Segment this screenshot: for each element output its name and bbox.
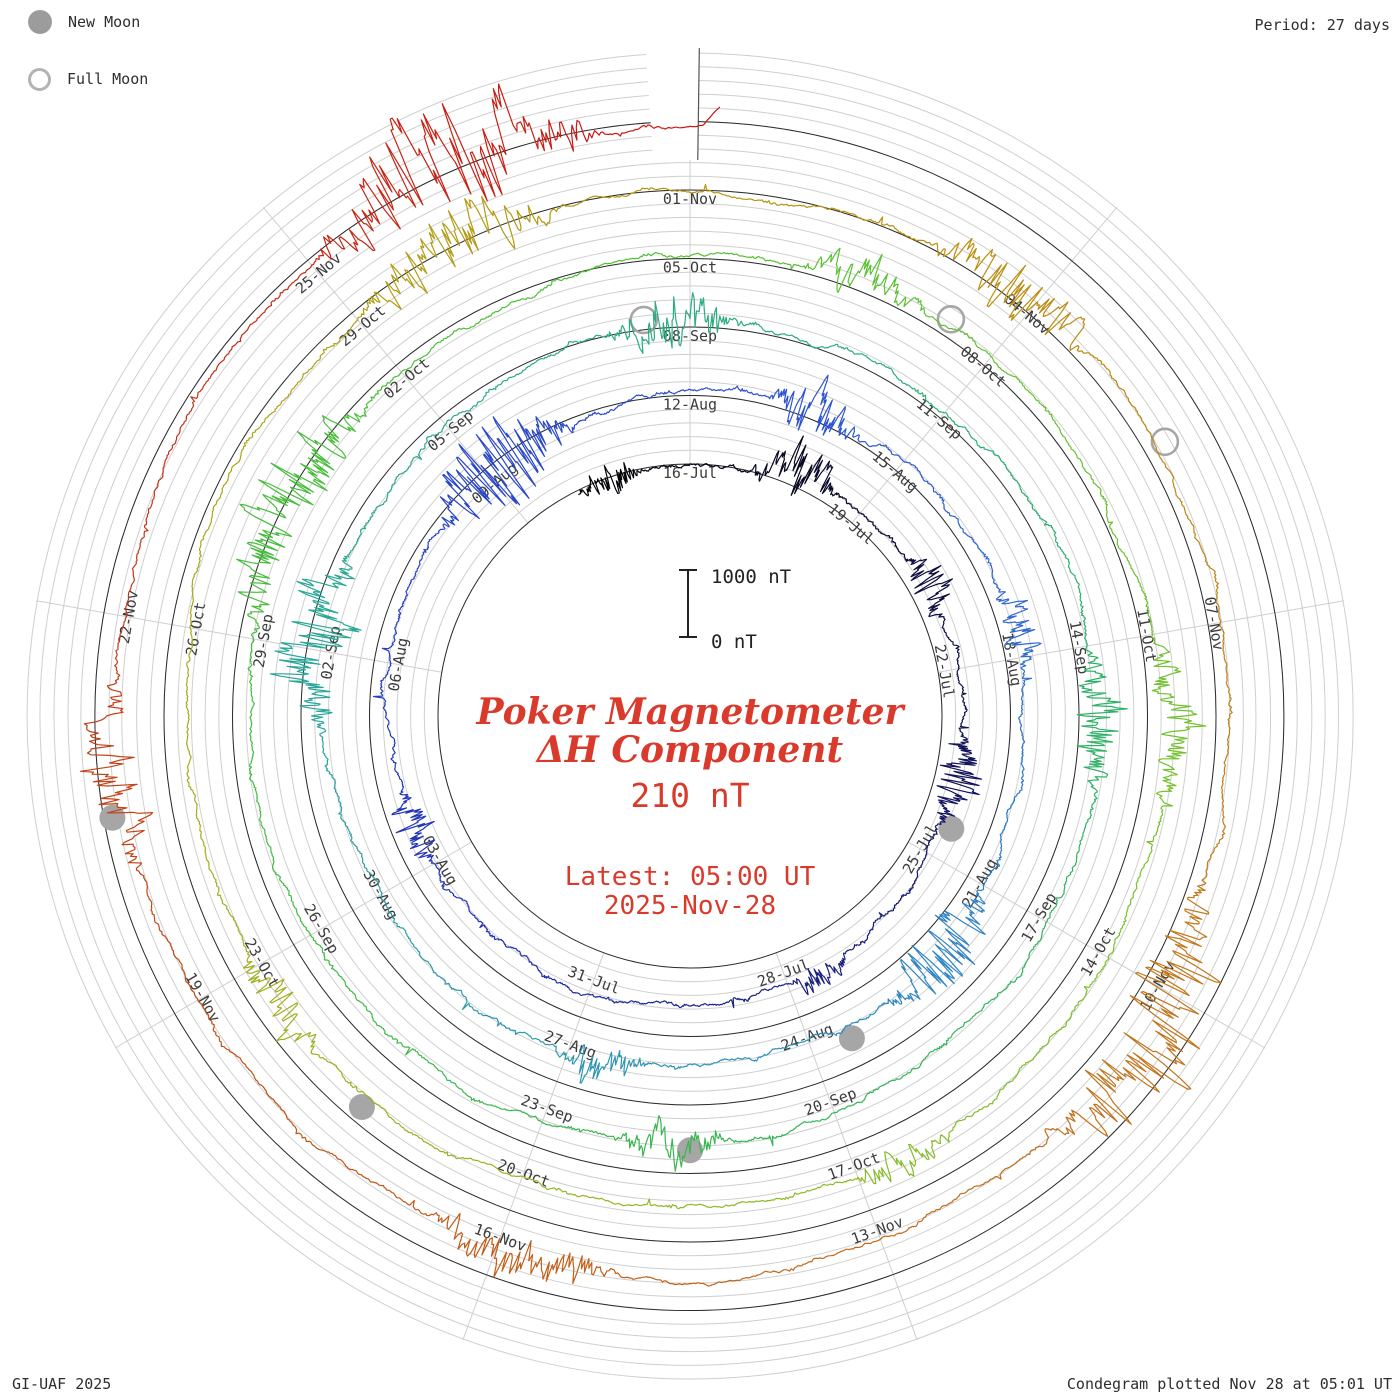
- date-label: 06-Aug: [385, 636, 412, 692]
- scale-min-label: 0 nT: [711, 631, 757, 653]
- date-label: 29-Oct: [336, 301, 389, 350]
- full-moon-label: Full Moon: [67, 70, 149, 88]
- magnetometer-trace: [79, 83, 1233, 1287]
- scale-bar-top-cap: [679, 569, 697, 571]
- full-moon-marker: [936, 304, 966, 334]
- date-label: 16-Jul: [663, 464, 717, 482]
- date-label: 21-Aug: [958, 855, 1001, 911]
- current-value: 210 nT: [630, 775, 750, 815]
- chart-title-line2: ΔH Component: [536, 728, 844, 771]
- scale-bar-bottom-cap: [679, 636, 697, 638]
- scale-max-label: 1000 nT: [711, 566, 792, 588]
- full-moon-marker: [629, 305, 659, 335]
- latest-time: Latest: 05:00 UT: [564, 861, 816, 892]
- period-label: Period: 27 days: [1254, 16, 1390, 34]
- new-moon-icon: [28, 10, 52, 34]
- credit-label: GI-UAF 2025: [12, 1375, 112, 1393]
- date-label: 24-Aug: [778, 1020, 835, 1055]
- center-annotations: Poker Magnetometer ΔH Component 210 nT L…: [476, 691, 904, 922]
- full-moon-icon: [28, 67, 51, 91]
- latest-date: 2025-Nov-28: [603, 891, 777, 922]
- date-label: 05-Oct: [663, 259, 717, 277]
- date-label: 16-Nov: [472, 1220, 529, 1255]
- scale-bar-line: [687, 569, 689, 638]
- date-label: 12-Aug: [663, 396, 717, 414]
- date-label: 11-Oct: [1133, 607, 1160, 663]
- seam-line: [697, 48, 700, 161]
- date-label: 13-Nov: [849, 1213, 906, 1248]
- date-label: 14-Sep: [1066, 619, 1093, 675]
- date-label: 20-Sep: [802, 1084, 859, 1119]
- date-label: 17-Sep: [1018, 889, 1061, 945]
- new-moon-label: New Moon: [68, 13, 141, 31]
- moon-phase-legend: New Moon Full Moon: [28, 8, 148, 122]
- date-label: 02-Oct: [380, 354, 433, 403]
- new-moon-marker: [348, 1094, 375, 1120]
- plotted-timestamp: Condegram plotted Nov 28 at 05:01 UT: [1066, 1375, 1392, 1393]
- date-label: 17-Oct: [825, 1148, 882, 1183]
- chart-title-line1: Poker Magnetometer: [476, 691, 904, 733]
- full-moon-marker: [1150, 427, 1180, 457]
- moon-markers: [99, 304, 1180, 1164]
- date-label: 26-Oct: [182, 601, 209, 657]
- legend-new-moon: New Moon: [28, 8, 148, 36]
- date-label: 11-Sep: [913, 395, 966, 444]
- scale-bar: 1000 nT 0 nT: [679, 566, 839, 659]
- date-label: 22-Jul: [931, 643, 958, 699]
- new-moon-marker: [99, 804, 126, 831]
- date-label: 01-Nov: [663, 190, 717, 208]
- new-moon-marker: [838, 1025, 865, 1052]
- date-label: 18-Aug: [998, 631, 1025, 687]
- legend-full-moon: Full Moon: [28, 65, 148, 93]
- date-label: 19-Jul: [825, 500, 878, 549]
- date-label: 08-Sep: [663, 327, 717, 345]
